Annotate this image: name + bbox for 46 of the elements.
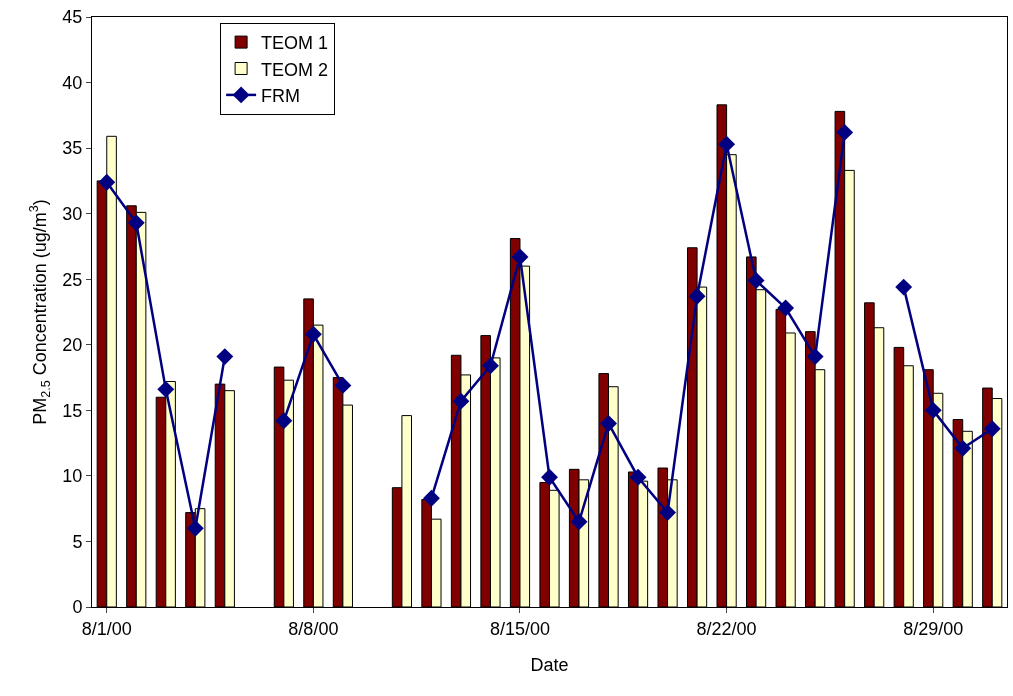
point — [541, 468, 558, 486]
x-tick-label: 8/1/00 — [81, 618, 132, 639]
point — [216, 348, 234, 366]
point — [954, 439, 972, 457]
point — [570, 513, 588, 531]
point — [422, 489, 440, 507]
point — [482, 357, 499, 375]
point — [127, 214, 145, 232]
y-tick-label: 25 — [62, 269, 83, 290]
legend-label: TEOM 2 — [261, 59, 329, 80]
legend-label: TEOM 1 — [261, 33, 329, 54]
point — [718, 135, 736, 153]
point — [157, 380, 175, 398]
point — [98, 173, 116, 191]
point — [688, 287, 706, 305]
x-tick-label: 8/15/00 — [489, 618, 551, 639]
point — [629, 468, 647, 486]
point — [836, 123, 854, 141]
y-tick-label: 30 — [62, 203, 83, 224]
y-tick-label: 40 — [62, 72, 83, 93]
point — [600, 414, 617, 432]
x-tick-label: 8/29/00 — [903, 618, 964, 639]
point — [304, 325, 322, 343]
point — [659, 504, 677, 522]
point — [777, 299, 795, 317]
point — [452, 392, 470, 410]
x-tick-label: 8/22/00 — [696, 618, 757, 639]
x-axis-title: Date — [530, 655, 569, 675]
y-tick-label: 20 — [62, 335, 83, 356]
legend-label: FRM — [261, 85, 301, 106]
y-tick-label: 45 — [62, 7, 83, 28]
y-tick-label: 35 — [62, 138, 83, 159]
y-tick-label: 15 — [62, 400, 83, 421]
point — [186, 519, 204, 537]
point — [334, 376, 352, 394]
point — [511, 248, 529, 266]
point — [275, 412, 293, 430]
x-tick-label: 8/8/00 — [288, 618, 339, 639]
point — [983, 420, 1001, 438]
y-tick-label: 10 — [62, 466, 83, 487]
y-tick-label: 5 — [72, 531, 83, 552]
point — [895, 278, 913, 296]
point — [924, 401, 942, 419]
point — [806, 348, 824, 366]
y-tick-label: 0 — [72, 597, 83, 618]
point — [747, 272, 765, 289]
